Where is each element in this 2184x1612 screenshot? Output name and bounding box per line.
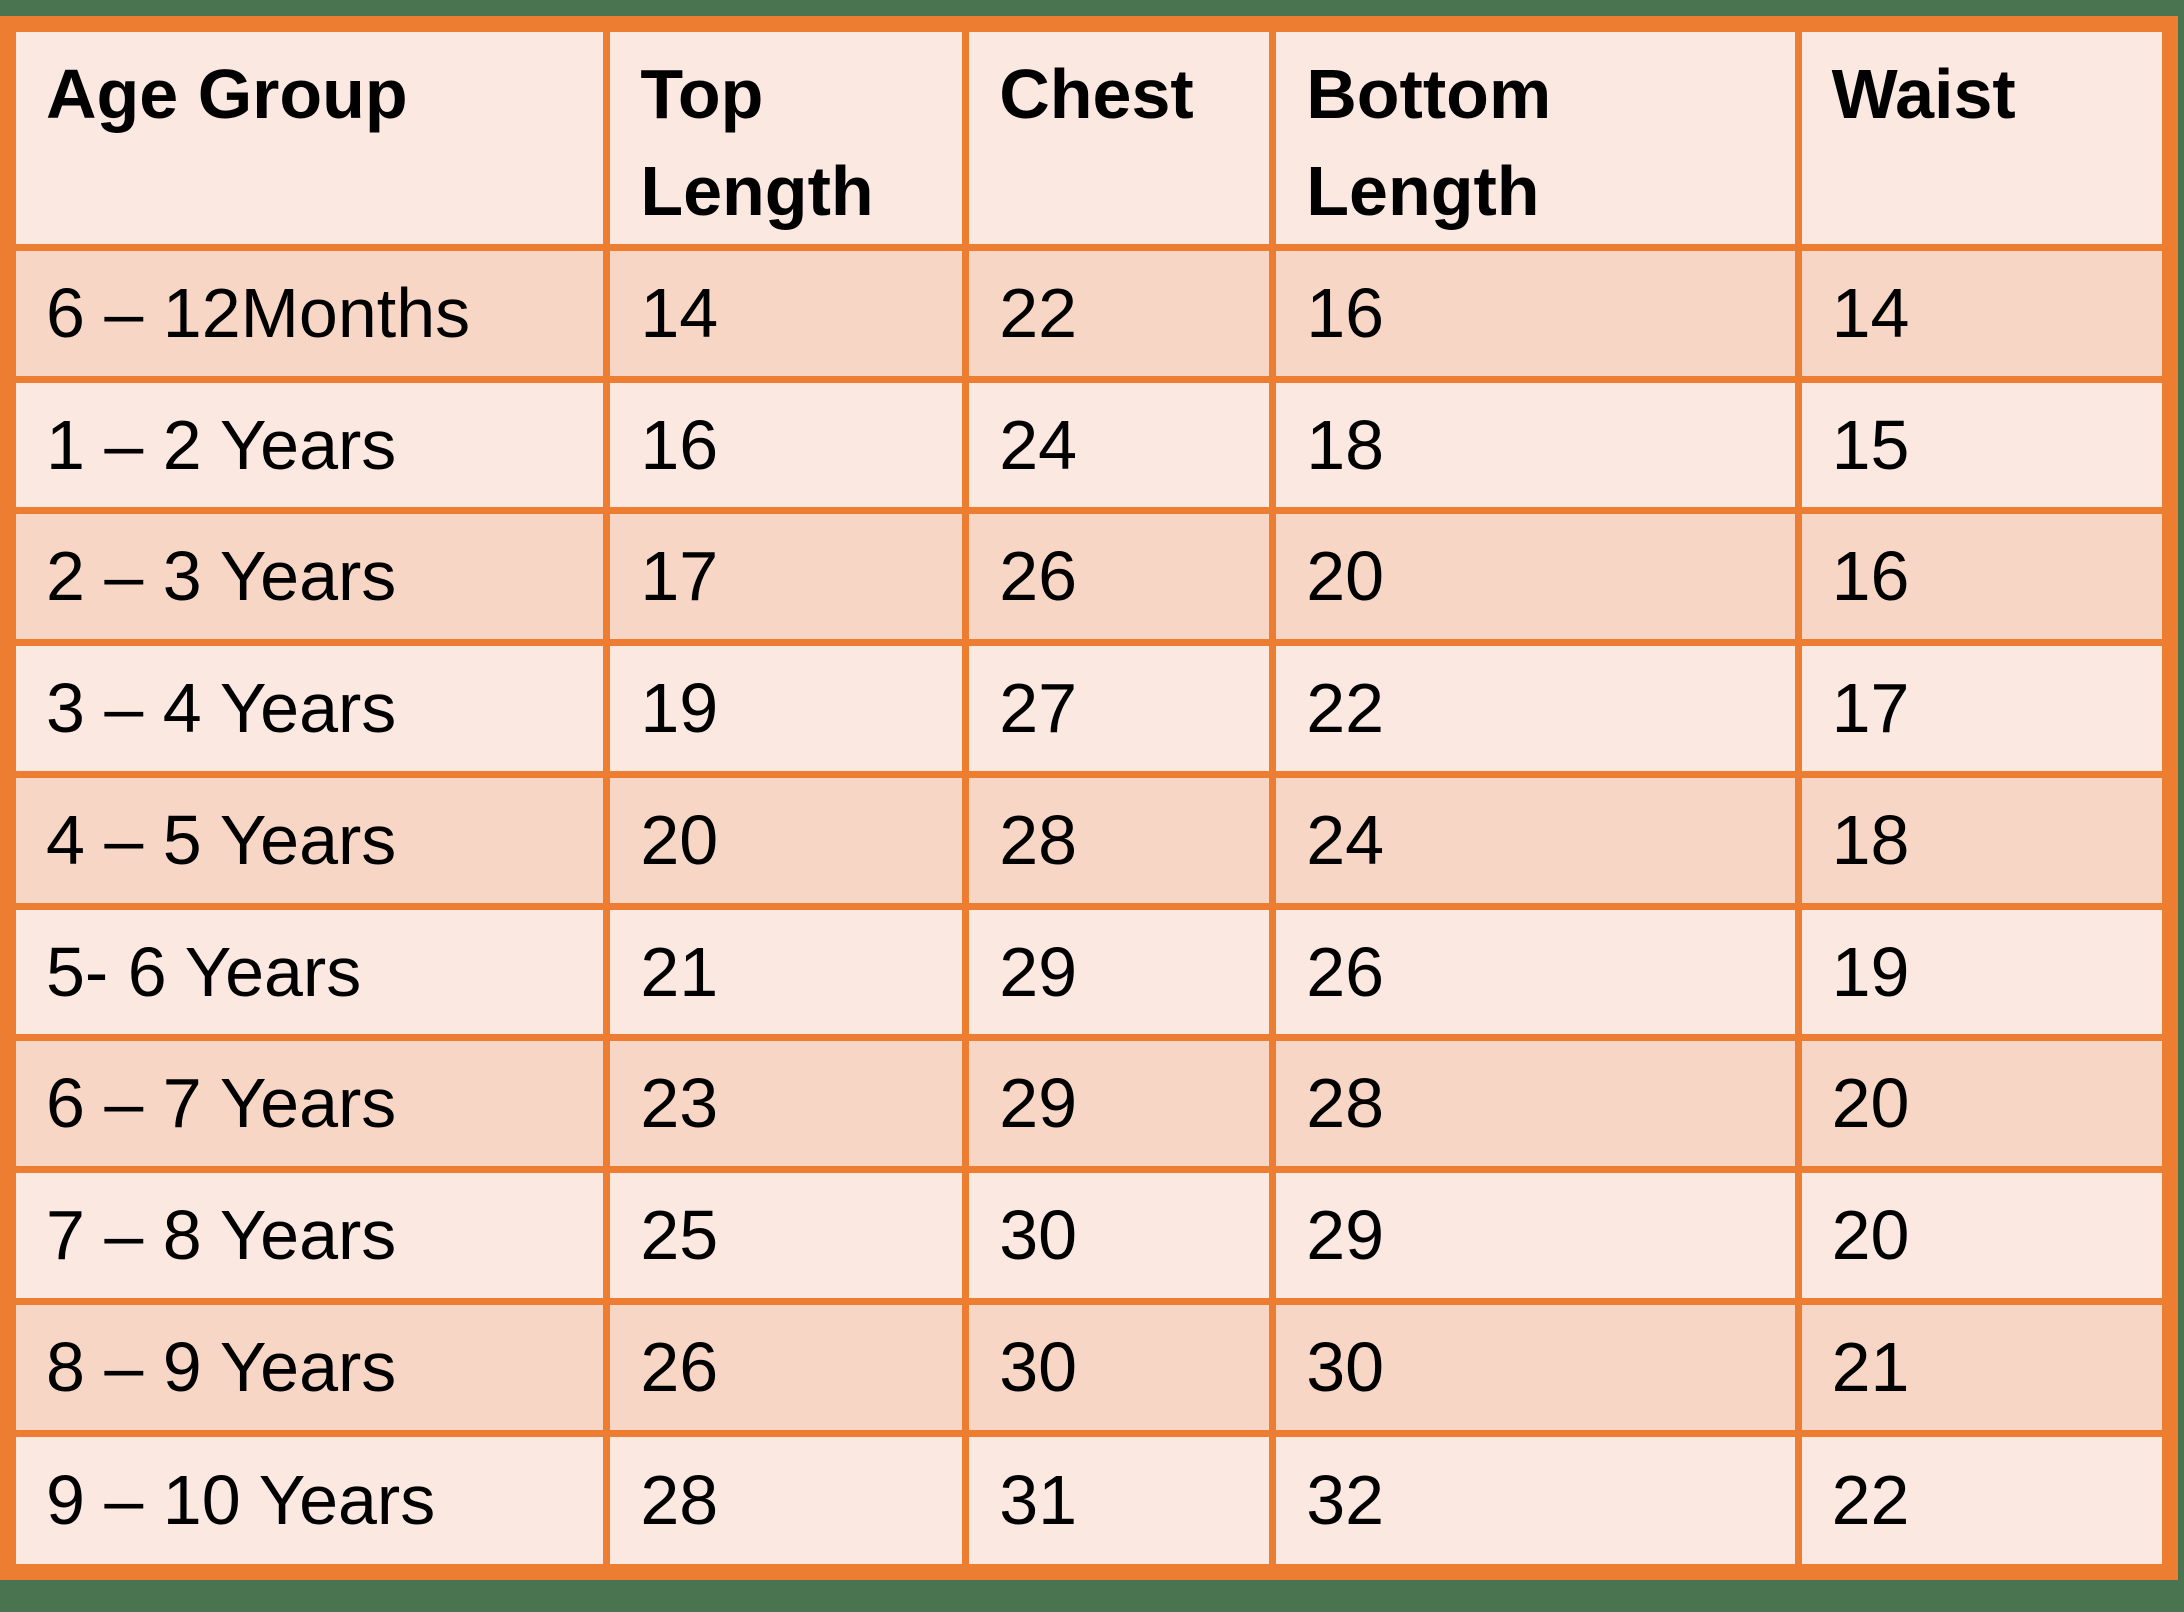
table-cell-top_length: 26 — [603, 1297, 970, 1437]
table-row: 3 – 4 Years 19 27 22 17 — [4, 639, 2174, 778]
table-cell-bottom_length: 26 — [1269, 902, 1802, 1042]
table-cell-chest: 26 — [962, 507, 1277, 647]
table-cell-bottom_length: 29 — [1269, 1166, 1802, 1305]
table-row: 6 – 12Months 14 22 16 14 — [4, 244, 2174, 383]
table-cell-waist: 22 — [1794, 1429, 2174, 1576]
table-cell-age_group: 7 – 8 Years — [4, 1166, 611, 1305]
table-cell-age_group: 3 – 4 Years — [4, 639, 611, 778]
table-row: 1 – 2 Years 16 24 18 15 — [4, 375, 2174, 515]
table-cell-chest: 24 — [962, 375, 1277, 515]
table-cell-age_group: 1 – 2 Years — [4, 375, 611, 515]
table-cell-bottom_length: 20 — [1269, 507, 1802, 647]
table-cell-waist: 19 — [1794, 902, 2174, 1042]
table-cell-age_group: 6 – 12Months — [4, 244, 611, 383]
table-cell-age_group: 2 – 3 Years — [4, 507, 611, 647]
table-cell-bottom_length: 30 — [1269, 1297, 1802, 1437]
table-body: 6 – 12Months 14 22 16 14 1 – 2 Years 16 24 18 15 2… — [4, 244, 2174, 1576]
table-cell-waist: 20 — [1794, 1166, 2174, 1305]
table-cell-waist: 21 — [1794, 1297, 2174, 1437]
table-cell-bottom_length: 28 — [1269, 1034, 1802, 1174]
table-cell-chest: 31 — [962, 1429, 1277, 1576]
column-header-chest: Chest — [962, 20, 1277, 251]
table-cell-chest: 22 — [962, 244, 1277, 383]
table-cell-top_length: 17 — [603, 507, 970, 647]
table-cell-top_length: 20 — [603, 770, 970, 910]
table-cell-top_length: 19 — [603, 639, 970, 778]
size-chart-table: Age Group Top Length Chest Bottom Length… — [0, 16, 2178, 1580]
table-cell-age_group: 6 – 7 Years — [4, 1034, 611, 1174]
table-row: 9 – 10 Years 28 31 32 22 — [4, 1429, 2174, 1576]
table-row: 8 – 9 Years 26 30 30 21 — [4, 1297, 2174, 1437]
table-row: 4 – 5 Years 20 28 24 18 — [4, 770, 2174, 910]
table-cell-chest: 30 — [962, 1166, 1277, 1305]
table-cell-chest: 30 — [962, 1297, 1277, 1437]
table-row: 6 – 7 Years 23 29 28 20 — [4, 1034, 2174, 1174]
table-cell-bottom_length: 32 — [1269, 1429, 1802, 1576]
table-cell-top_length: 21 — [603, 902, 970, 1042]
table-cell-bottom_length: 18 — [1269, 375, 1802, 515]
column-header-top-length: Top Length — [603, 20, 970, 251]
table-cell-bottom_length: 16 — [1269, 244, 1802, 383]
column-header-bottom-length: Bottom Length — [1269, 20, 1802, 251]
table-cell-waist: 15 — [1794, 375, 2174, 515]
table-cell-chest: 29 — [962, 902, 1277, 1042]
table-cell-age_group: 4 – 5 Years — [4, 770, 611, 910]
table-cell-top_length: 28 — [603, 1429, 970, 1576]
column-header-age-group: Age Group — [4, 20, 611, 251]
column-header-waist: Waist — [1794, 20, 2174, 251]
table-cell-top_length: 23 — [603, 1034, 970, 1174]
table-row: 2 – 3 Years 17 26 20 16 — [4, 507, 2174, 647]
table-cell-bottom_length: 24 — [1269, 770, 1802, 910]
table-cell-waist: 16 — [1794, 507, 2174, 647]
table-cell-top_length: 16 — [603, 375, 970, 515]
header-row: Age Group Top Length Chest Bottom Length… — [4, 20, 2174, 251]
table-cell-age_group: 5- 6 Years — [4, 902, 611, 1042]
table-row: 5- 6 Years 21 29 26 19 — [4, 902, 2174, 1042]
table-cell-waist: 14 — [1794, 244, 2174, 383]
table-cell-top_length: 14 — [603, 244, 970, 383]
table-cell-top_length: 25 — [603, 1166, 970, 1305]
table-cell-waist: 17 — [1794, 639, 2174, 778]
table-cell-bottom_length: 22 — [1269, 639, 1802, 778]
table-cell-age_group: 8 – 9 Years — [4, 1297, 611, 1437]
table-cell-chest: 29 — [962, 1034, 1277, 1174]
table-cell-age_group: 9 – 10 Years — [4, 1429, 611, 1576]
table-row: 7 – 8 Years 25 30 29 20 — [4, 1166, 2174, 1305]
table-cell-waist: 20 — [1794, 1034, 2174, 1174]
table-cell-chest: 28 — [962, 770, 1277, 910]
table-cell-waist: 18 — [1794, 770, 2174, 910]
table-cell-chest: 27 — [962, 639, 1277, 778]
